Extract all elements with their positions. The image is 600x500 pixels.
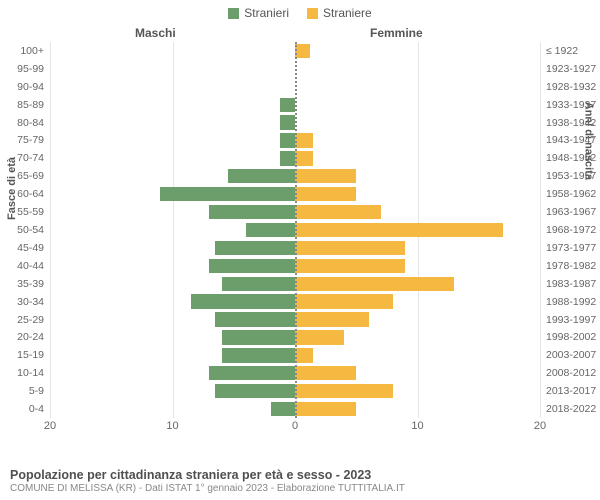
footer-subtitle: COMUNE DI MELISSA (KR) - Dati ISTAT 1° g… [10, 483, 590, 494]
legend-swatch-female [307, 8, 318, 19]
bar-male [215, 241, 295, 255]
bar-male [280, 115, 295, 129]
bar-female [295, 133, 313, 147]
birth-year-label: 1968-1972 [540, 224, 596, 236]
bar-male [280, 98, 295, 112]
center-axis-line [295, 42, 297, 418]
age-label: 50-54 [17, 224, 50, 236]
birth-year-label: 2003-2007 [540, 349, 596, 361]
bar-female [295, 259, 405, 273]
age-label: 55-59 [17, 206, 50, 218]
age-label: 70-74 [17, 152, 50, 164]
birth-year-label: 1933-1937 [540, 99, 596, 111]
bar-male [160, 187, 295, 201]
legend: Stranieri Straniere [0, 0, 600, 22]
bar-female [295, 187, 356, 201]
birth-year-label: 1928-1932 [540, 81, 596, 93]
legend-item-female: Straniere [307, 6, 372, 20]
bar-male [222, 277, 296, 291]
age-label: 25-29 [17, 314, 50, 326]
age-label: 60-64 [17, 188, 50, 200]
legend-label-male: Stranieri [244, 6, 289, 20]
birth-year-label: 1938-1942 [540, 117, 596, 129]
x-tick-label: 10 [166, 420, 178, 432]
footer-title: Popolazione per cittadinanza straniera p… [10, 468, 590, 482]
birth-year-label: 1948-1952 [540, 152, 596, 164]
bar-male [222, 330, 296, 344]
bar-male [209, 366, 295, 380]
birth-year-label: 1943-1947 [540, 134, 596, 146]
age-label: 95-99 [17, 63, 50, 75]
bar-female [295, 169, 356, 183]
age-label: 20-24 [17, 331, 50, 343]
birth-year-label: 1963-1967 [540, 206, 596, 218]
birth-year-label: 1958-1962 [540, 188, 596, 200]
bar-female [295, 294, 393, 308]
header-female: Femmine [370, 26, 423, 40]
age-label: 30-34 [17, 296, 50, 308]
bar-male [222, 348, 296, 362]
age-label: 0-4 [29, 403, 50, 415]
birth-year-label: 1923-1927 [540, 63, 596, 75]
age-label: 80-84 [17, 117, 50, 129]
bar-female [295, 241, 405, 255]
birth-year-label: 2008-2012 [540, 367, 596, 379]
birth-year-label: 1978-1982 [540, 260, 596, 272]
legend-item-male: Stranieri [228, 6, 289, 20]
x-axis-ticks: 201001020 [50, 420, 540, 434]
birth-year-label: 2018-2022 [540, 403, 596, 415]
age-label: 65-69 [17, 170, 50, 182]
age-label: 15-19 [17, 349, 50, 361]
age-label: 40-44 [17, 260, 50, 272]
x-tick-label: 20 [534, 420, 546, 432]
bar-female [295, 205, 381, 219]
age-label: 90-94 [17, 81, 50, 93]
bar-female [295, 44, 310, 58]
bar-male [209, 259, 295, 273]
bar-female [295, 348, 313, 362]
legend-swatch-male [228, 8, 239, 19]
birth-year-label: 1953-1957 [540, 170, 596, 182]
bar-female [295, 223, 503, 237]
bar-female [295, 384, 393, 398]
age-label: 10-14 [17, 367, 50, 379]
chart-area: 100+≤ 192295-991923-192790-941928-193285… [50, 42, 540, 442]
birth-year-label: 2013-2017 [540, 385, 596, 397]
age-label: 100+ [20, 45, 50, 57]
age-label: 75-79 [17, 134, 50, 146]
birth-year-label: ≤ 1922 [540, 45, 578, 57]
bar-female [295, 277, 454, 291]
bar-female [295, 151, 313, 165]
bar-female [295, 402, 356, 416]
bar-male [271, 402, 296, 416]
legend-label-female: Straniere [323, 6, 372, 20]
bar-male [246, 223, 295, 237]
x-tick-label: 20 [44, 420, 56, 432]
age-label: 85-89 [17, 99, 50, 111]
birth-year-label: 1988-1992 [540, 296, 596, 308]
bar-female [295, 366, 356, 380]
bar-male [215, 384, 295, 398]
bar-male [191, 294, 295, 308]
bar-male [209, 205, 295, 219]
bar-female [295, 312, 369, 326]
age-label: 45-49 [17, 242, 50, 254]
bar-female [295, 330, 344, 344]
bar-male [228, 169, 295, 183]
bar-male [280, 151, 295, 165]
age-label: 5-9 [29, 385, 50, 397]
bar-male [215, 312, 295, 326]
x-tick-label: 0 [292, 420, 298, 432]
chart-footer: Popolazione per cittadinanza straniera p… [10, 468, 590, 494]
header-male: Maschi [135, 26, 176, 40]
x-tick-label: 10 [411, 420, 423, 432]
bar-male [280, 133, 295, 147]
birth-year-label: 1998-2002 [540, 331, 596, 343]
age-label: 35-39 [17, 278, 50, 290]
birth-year-label: 1983-1987 [540, 278, 596, 290]
birth-year-label: 1993-1997 [540, 314, 596, 326]
birth-year-label: 1973-1977 [540, 242, 596, 254]
